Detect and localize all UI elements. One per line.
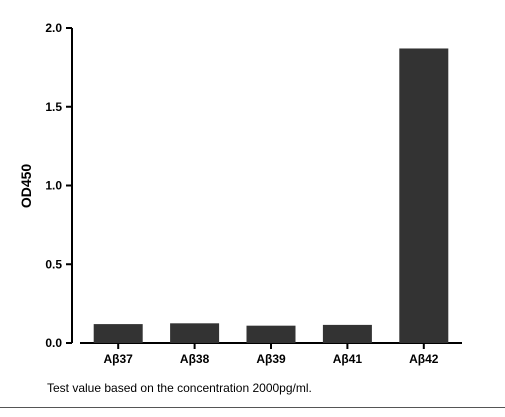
caption: Test value based on the concentration 20… bbox=[47, 381, 312, 395]
bottom-divider bbox=[0, 407, 505, 408]
x-axis: Aβ37 Aβ38 Aβ39 Aβ41 Aβ42 bbox=[80, 342, 462, 366]
bar bbox=[399, 48, 449, 343]
bars bbox=[93, 48, 449, 343]
y-axis-title: OD450 bbox=[18, 164, 34, 209]
x-tick-label: Aβ39 bbox=[256, 352, 286, 366]
y-tick-label: 0.5 bbox=[45, 257, 62, 271]
y-tick-label: 1.0 bbox=[45, 179, 62, 193]
bar bbox=[170, 323, 220, 343]
y-tick-label: 0.0 bbox=[45, 336, 62, 350]
bar bbox=[93, 324, 143, 343]
x-tick-label: Aβ42 bbox=[409, 352, 439, 366]
x-tick-label: Aβ37 bbox=[104, 352, 134, 366]
bar bbox=[322, 324, 372, 343]
x-tick-label: Aβ38 bbox=[180, 352, 210, 366]
y-axis: 0.0 0.5 1.0 1.5 2.0 bbox=[45, 21, 73, 350]
x-tick-label: Aβ41 bbox=[333, 352, 363, 366]
bar bbox=[246, 325, 296, 343]
y-tick-label: 2.0 bbox=[45, 21, 62, 35]
y-tick-label: 1.5 bbox=[45, 100, 62, 114]
